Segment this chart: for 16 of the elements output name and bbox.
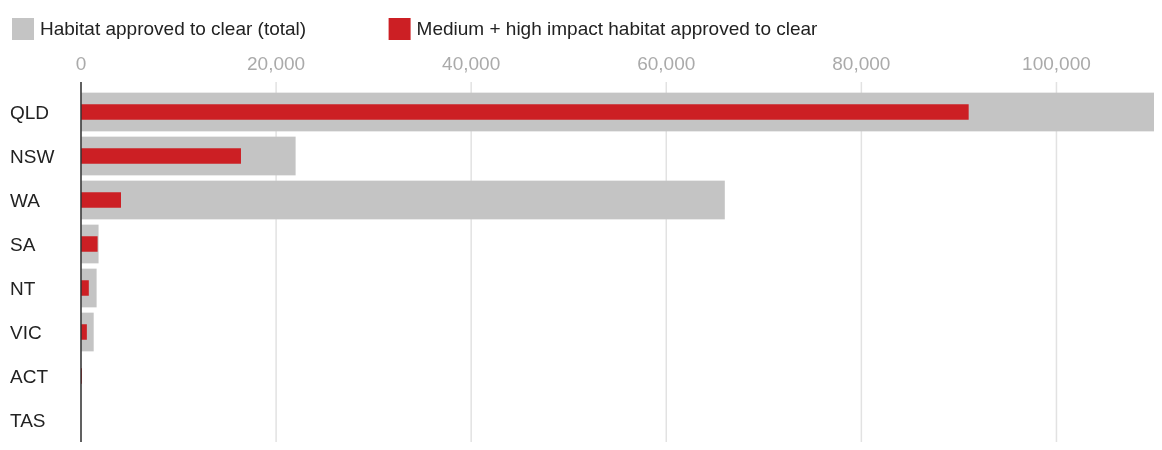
- x-tick-label: 20,000: [247, 53, 306, 74]
- x-tick-label: 40,000: [442, 53, 501, 74]
- y-tick-label: ACT: [10, 366, 49, 387]
- legend-label: Habitat approved to clear (total): [40, 18, 307, 39]
- y-tick-label: VIC: [10, 322, 42, 343]
- y-tick-label: QLD: [10, 102, 50, 123]
- legend-label: Medium + high impact habitat approved to clear: [416, 18, 819, 39]
- y-tick-label: NT: [10, 278, 36, 299]
- y-tick-label: SA: [10, 234, 36, 255]
- x-tick-label: 60,000: [637, 53, 696, 74]
- y-tick-label: TAS: [10, 410, 46, 431]
- x-tick-label: 100,000: [1022, 53, 1091, 74]
- y-tick-label: NSW: [10, 146, 55, 167]
- x-tick-label: 80,000: [832, 53, 891, 74]
- y-tick-label: WA: [10, 190, 41, 211]
- x-tick-label: 0: [75, 53, 87, 74]
